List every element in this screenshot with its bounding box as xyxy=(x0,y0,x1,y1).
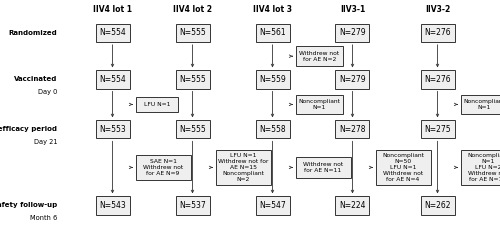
Bar xyxy=(296,95,343,114)
Text: N=262: N=262 xyxy=(424,201,451,210)
Text: N=279: N=279 xyxy=(339,75,366,84)
Bar xyxy=(420,120,454,138)
Text: LFU N=1
Withdrew not for
AE N=15
Noncompliant
N=2: LFU N=1 Withdrew not for AE N=15 Noncomp… xyxy=(218,153,268,182)
Text: N=555: N=555 xyxy=(179,28,206,37)
Bar xyxy=(256,196,290,215)
Text: Noncompliant
N=1
LFU N=2
Withdrew not
for AE N=10: Noncompliant N=1 LFU N=2 Withdrew not fo… xyxy=(467,153,500,182)
Bar xyxy=(96,70,130,89)
Text: N=279: N=279 xyxy=(339,28,366,37)
Text: Day 21: Day 21 xyxy=(34,139,58,145)
Text: N=537: N=537 xyxy=(179,201,206,210)
Bar xyxy=(336,196,370,215)
Text: LFU N=1: LFU N=1 xyxy=(144,102,170,107)
Bar xyxy=(176,70,210,89)
Bar xyxy=(460,95,500,114)
Text: IIV4 lot 1: IIV4 lot 1 xyxy=(93,5,132,14)
Text: N=553: N=553 xyxy=(99,125,126,134)
Text: IIV3-1: IIV3-1 xyxy=(340,5,365,14)
Bar xyxy=(256,70,290,89)
Bar xyxy=(176,120,210,138)
Bar xyxy=(256,24,290,42)
Text: Noncompliant
N=1: Noncompliant N=1 xyxy=(463,99,500,110)
Text: N=276: N=276 xyxy=(424,75,451,84)
Bar xyxy=(136,155,190,180)
Text: IIV4 lot 3: IIV4 lot 3 xyxy=(253,5,292,14)
Bar xyxy=(420,196,454,215)
Bar xyxy=(420,70,454,89)
Bar xyxy=(176,24,210,42)
Text: N=555: N=555 xyxy=(179,125,206,134)
Text: N=543: N=543 xyxy=(99,201,126,210)
Text: N=276: N=276 xyxy=(424,28,451,37)
Text: N=275: N=275 xyxy=(424,125,451,134)
Bar xyxy=(296,46,343,66)
Text: Noncompliant
N=50
LFU N=1
Withdrew not
for AE N=4: Noncompliant N=50 LFU N=1 Withdrew not f… xyxy=(382,153,424,182)
Bar xyxy=(376,150,430,185)
Bar xyxy=(460,150,500,185)
Text: IIV3-2: IIV3-2 xyxy=(425,5,450,14)
Text: N=555: N=555 xyxy=(179,75,206,84)
Text: IIV4 lot 2: IIV4 lot 2 xyxy=(173,5,212,14)
Text: End of efficacy period: End of efficacy period xyxy=(0,126,58,132)
Text: N=554: N=554 xyxy=(99,28,126,37)
Bar xyxy=(256,120,290,138)
Bar xyxy=(296,157,350,178)
Text: Randomized: Randomized xyxy=(9,30,58,36)
Text: Vaccinated: Vaccinated xyxy=(14,76,58,82)
Text: N=558: N=558 xyxy=(259,125,286,134)
Bar xyxy=(336,70,370,89)
Text: N=554: N=554 xyxy=(99,75,126,84)
Text: End of safety follow-up: End of safety follow-up xyxy=(0,202,58,208)
Text: Month 6: Month 6 xyxy=(30,215,58,221)
Bar xyxy=(336,24,370,42)
Text: Noncompliant
N=1: Noncompliant N=1 xyxy=(298,99,341,110)
Bar xyxy=(216,150,270,185)
Bar xyxy=(176,196,210,215)
Bar xyxy=(336,120,370,138)
Text: N=224: N=224 xyxy=(339,201,366,210)
Text: Withdrew not
for AE N=11: Withdrew not for AE N=11 xyxy=(303,162,343,173)
Text: N=559: N=559 xyxy=(259,75,286,84)
Text: N=561: N=561 xyxy=(259,28,286,37)
Bar xyxy=(96,120,130,138)
Text: SAE N=1
Withdrew not
for AE N=9: SAE N=1 Withdrew not for AE N=9 xyxy=(143,159,183,176)
Text: N=547: N=547 xyxy=(259,201,286,210)
Bar xyxy=(96,24,130,42)
Text: Withdrew not
for AE N=2: Withdrew not for AE N=2 xyxy=(299,51,340,62)
Bar xyxy=(136,97,178,112)
Bar xyxy=(96,196,130,215)
Text: N=278: N=278 xyxy=(339,125,366,134)
Text: Day 0: Day 0 xyxy=(38,89,58,95)
Bar xyxy=(420,24,454,42)
